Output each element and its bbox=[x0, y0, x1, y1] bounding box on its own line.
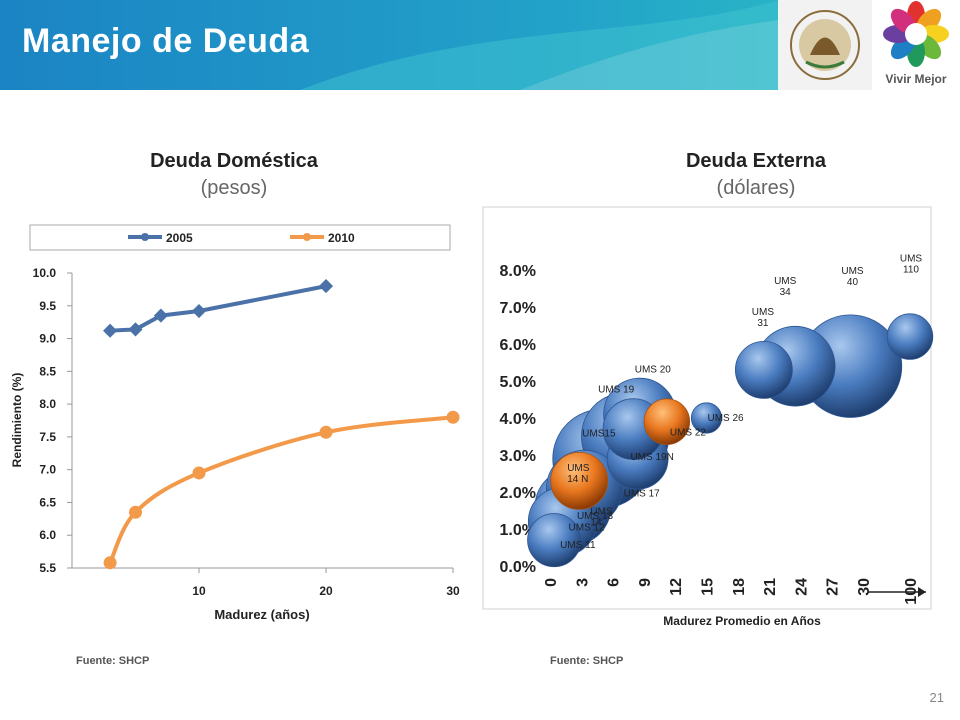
x-tick-label: 18 bbox=[731, 578, 748, 596]
bubble-label: UMS 110 bbox=[900, 254, 923, 276]
y-tick-label: 0.0% bbox=[500, 559, 536, 576]
data-point-2010 bbox=[446, 410, 460, 424]
bubble-label: UMS 14 N bbox=[567, 463, 590, 485]
bubble-label: UMS 19 bbox=[598, 385, 635, 396]
data-point-2005 bbox=[103, 323, 118, 338]
legend-box bbox=[29, 224, 451, 251]
bubble-label: UMS15 bbox=[582, 429, 616, 440]
y-tick-label: 9.0 bbox=[39, 332, 56, 346]
header-banner: Manejo de Deuda Vivir Mejor bbox=[0, 0, 960, 90]
data-point-2005 bbox=[153, 308, 168, 323]
external-debt-bubble-chart: 0.0% 1.0% 2.0% 3.0% 4.0% 5.0% 6.0% 7.0% 8.0% 0 3 6 9… bbox=[482, 206, 934, 628]
right-heading: Deuda Externa (dólares) bbox=[606, 150, 906, 200]
series-line-2010 bbox=[108, 415, 454, 564]
y-tick-label: 10.0 bbox=[33, 266, 57, 280]
bubble-ums-26 bbox=[690, 402, 723, 434]
page-number: 21 bbox=[929, 690, 944, 705]
right-subtitle: (dólares) bbox=[716, 177, 796, 199]
x-tick-label: 21 bbox=[762, 578, 779, 596]
y-tick-label: 7.0 bbox=[39, 463, 56, 477]
bubble-label: UMS 19N bbox=[630, 452, 673, 463]
x-tick-label: 10 bbox=[192, 584, 206, 598]
right-title: Deuda Externa bbox=[685, 150, 827, 172]
page-title: Manejo de Deuda bbox=[22, 22, 310, 60]
bubble-label: UMS 40 bbox=[841, 266, 864, 288]
bubble-ums-14-n bbox=[550, 451, 609, 510]
bubble-label: UMS 12 bbox=[569, 523, 606, 534]
x-axis-label: Madurez (años) bbox=[214, 607, 309, 622]
legend-marker bbox=[141, 233, 149, 241]
x-tick-label: 24 bbox=[793, 578, 810, 596]
y-tick-label: 4.0% bbox=[500, 411, 536, 428]
y-tick-label: 3.0% bbox=[500, 448, 536, 465]
x-tick-label: 30 bbox=[856, 578, 873, 596]
data-point-2005 bbox=[128, 322, 143, 337]
data-point-2010 bbox=[129, 505, 142, 519]
legend-label: 2010 bbox=[328, 231, 355, 245]
y-tick-label: 8.0% bbox=[500, 263, 536, 280]
data-point-2005 bbox=[318, 279, 334, 294]
x-tick-label: 9 bbox=[637, 578, 654, 587]
data-point-2005 bbox=[191, 303, 207, 319]
y-tick-label: 9.5 bbox=[39, 299, 56, 313]
bubble-label: UMS 31 bbox=[752, 307, 775, 329]
left-title: Deuda Doméstica bbox=[150, 150, 318, 172]
x-tick-label: 3 bbox=[574, 578, 591, 587]
legend-label: 2005 bbox=[166, 231, 193, 245]
bubble-ums-22 bbox=[643, 398, 691, 445]
mexico-seal-icon bbox=[778, 0, 872, 90]
x-tick-label: 27 bbox=[825, 578, 842, 596]
x-tick-label: 15 bbox=[700, 578, 717, 596]
right-source: Fuente: SHCP bbox=[550, 655, 624, 667]
y-tick-label: 2.0% bbox=[500, 485, 536, 502]
y-tick-label: 7.0% bbox=[500, 300, 536, 317]
bubble-label: UMS 26 bbox=[708, 413, 745, 424]
x-tick-label: 6 bbox=[606, 578, 623, 587]
y-tick-label: 8.5 bbox=[39, 364, 56, 378]
arrow-head bbox=[918, 587, 926, 597]
bubble-ums-31 bbox=[734, 340, 793, 399]
data-point-2010 bbox=[192, 466, 206, 480]
y-tick-label: 6.0 bbox=[39, 528, 56, 542]
bubble-label: UMS 11 bbox=[560, 540, 596, 551]
y-tick-label: 6.5 bbox=[39, 495, 56, 509]
x-tick-label: 0 bbox=[543, 578, 560, 587]
x-tick-label: 20 bbox=[319, 584, 333, 598]
vivir-mejor-logo: Vivir Mejor bbox=[872, 0, 960, 90]
flower-logo-icon bbox=[883, 1, 949, 67]
y-tick-label: 6.0% bbox=[500, 337, 536, 354]
y-tick-label: 5.0% bbox=[500, 374, 536, 391]
legend-marker bbox=[303, 233, 311, 241]
bubble-label: UMS 14 bbox=[590, 506, 613, 528]
series-line-2005 bbox=[109, 284, 327, 333]
logo-label: Vivir Mejor bbox=[885, 72, 947, 86]
x-tick-label: 12 bbox=[668, 578, 685, 596]
bubble-ums-11 bbox=[527, 513, 582, 568]
data-point-2010 bbox=[103, 556, 117, 570]
y-tick-label: 7.5 bbox=[39, 430, 56, 444]
x-axis-label: Madurez Promedio en Años bbox=[663, 614, 821, 628]
domestic-debt-line-chart: 2005 2010 5.5 6.0 6.5 7.0 7.5 8.0 8.5 9.0 9.5 10.0 1… bbox=[10, 224, 460, 622]
bubble-label: UMS 34 bbox=[774, 276, 797, 298]
y-axis-label: Rendimiento (%) bbox=[10, 373, 24, 468]
bubble-ums-110 bbox=[886, 313, 934, 360]
bubble-label: UMS 20 bbox=[635, 364, 672, 375]
bubble-label: UMS 13 bbox=[577, 511, 614, 522]
x-tick-label: 30 bbox=[446, 584, 460, 598]
legend: 2005 2010 bbox=[29, 224, 451, 251]
y-tick-label: 1.0% bbox=[500, 522, 536, 539]
left-source: Fuente: SHCP bbox=[76, 655, 150, 667]
y-tick-label: 5.5 bbox=[39, 561, 56, 575]
left-subtitle: (pesos) bbox=[200, 177, 268, 199]
bubble-label: UMS 17 bbox=[624, 489, 661, 500]
bubble-label: UMS 22 bbox=[670, 428, 707, 439]
data-point-2010 bbox=[319, 425, 333, 439]
left-heading: Deuda Doméstica (pesos) bbox=[84, 150, 384, 200]
y-tick-label: 8.0 bbox=[39, 397, 56, 411]
